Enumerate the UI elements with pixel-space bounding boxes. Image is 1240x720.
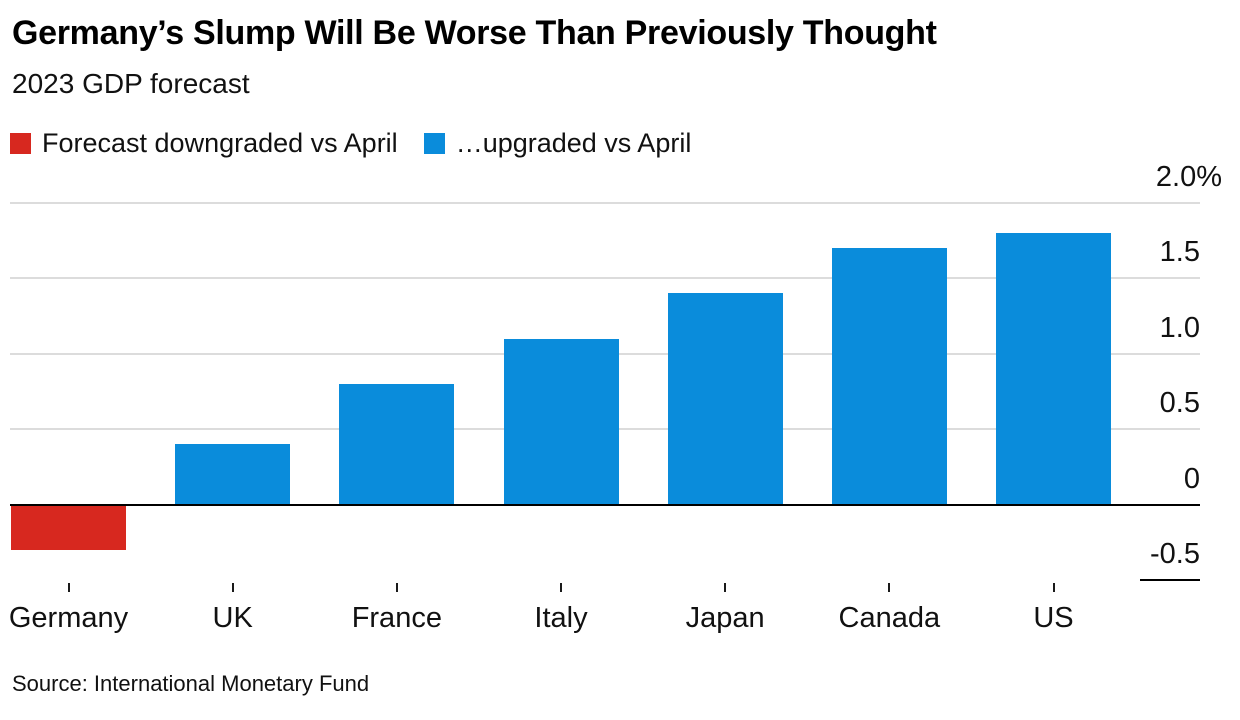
- y-axis-label-1.5: 1.5: [1159, 236, 1200, 269]
- legend-label-downgraded: Forecast downgraded vs April: [42, 127, 398, 158]
- bar-france: [339, 383, 455, 505]
- y-axis-label-2.0%: 2.0%: [1155, 160, 1222, 193]
- legend-label-upgraded: …upgraded vs April: [455, 127, 692, 158]
- x-axis-tick-us: [1052, 583, 1055, 592]
- gridline-2.0%: [10, 201, 1200, 204]
- x-axis-tick-canada: [888, 583, 891, 592]
- legend-item-upgraded: …upgraded vs April: [423, 127, 692, 159]
- x-axis-label-italy: Italy: [534, 602, 588, 634]
- x-axis-label-japan: Japan: [685, 602, 765, 634]
- y-axis-label-1.0: 1.0: [1159, 311, 1200, 344]
- y-axis-label--0.5: -0.5: [1150, 537, 1200, 570]
- x-axis-tick-italy: [560, 583, 562, 592]
- x-axis-label-uk: UK: [212, 602, 253, 634]
- gridline-1.5: [10, 277, 1200, 280]
- x-axis-label-france: France: [351, 602, 442, 634]
- negative-axis-segment: [1140, 578, 1200, 581]
- x-axis-label-germany: Germany: [8, 602, 129, 634]
- x-axis-label-canada: Canada: [838, 602, 941, 634]
- x-axis-tick-uk: [231, 583, 234, 592]
- legend-item-downgraded: Forecast downgraded vs April: [10, 128, 398, 159]
- bar-uk: [175, 444, 291, 505]
- bar-italy: [503, 338, 619, 505]
- downgrade-color-swatch-icon: [10, 132, 31, 154]
- x-axis-tick-japan: [724, 583, 727, 592]
- zero-baseline: [10, 503, 1200, 506]
- source-note: Source: International Monetary Fund: [12, 671, 370, 696]
- x-axis-tick-germany: [67, 583, 70, 592]
- bar-germany: [11, 504, 126, 550]
- chart-title: Germany’s Slump Will Be Worse Than Previ…: [12, 14, 937, 52]
- y-axis-label-0: 0: [1183, 462, 1200, 495]
- chart-legend: Forecast downgraded vs April …upgraded v…: [10, 127, 692, 159]
- bar-canada: [831, 247, 947, 505]
- x-axis-label-us: US: [1033, 602, 1074, 634]
- bar-us: [996, 232, 1112, 505]
- x-axis-tick-france: [395, 583, 398, 592]
- y-axis-label-0.5: 0.5: [1159, 387, 1200, 420]
- upgrade-color-swatch-icon: [423, 132, 445, 154]
- chart-subtitle: 2023 GDP forecast: [12, 68, 250, 99]
- bar-japan: [667, 293, 783, 505]
